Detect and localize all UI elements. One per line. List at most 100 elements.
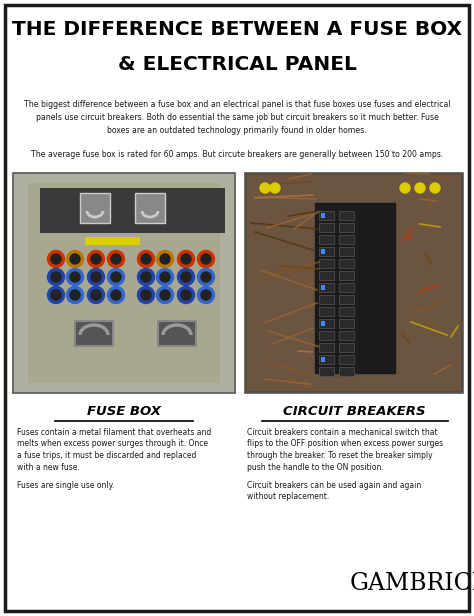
Text: The average fuse box is rated for 60 amps. But circute breakers are generally be: The average fuse box is rated for 60 amp… [31,150,443,159]
Bar [321,249,325,254]
Text: FUSE BOX: FUSE BOX [87,405,161,418]
Text: Fuses are single use only.: Fuses are single use only. [17,481,114,490]
Circle shape [181,290,191,300]
Circle shape [111,254,121,264]
Circle shape [201,290,211,300]
Bar [339,343,354,352]
Bar [339,259,354,268]
Bar [247,175,461,391]
Circle shape [160,290,170,300]
Circle shape [260,183,270,193]
Circle shape [91,254,101,264]
Bar [339,235,354,244]
Text: Circuit breakers can be used again and again: Circuit breakers can be used again and a… [247,481,421,490]
Circle shape [181,254,191,264]
Circle shape [108,286,125,304]
Bar [339,355,354,364]
Circle shape [400,183,410,193]
Bar [319,211,334,220]
Circle shape [70,290,80,300]
Bar [321,357,325,362]
Bar [319,283,334,292]
Bar [158,321,196,346]
Circle shape [51,254,61,264]
Bar [40,188,225,233]
Bar [319,247,334,256]
Text: through the breaker. To reset the breaker simply: through the breaker. To reset the breake… [247,451,433,460]
Circle shape [160,272,170,282]
Circle shape [137,269,155,285]
Bar [339,319,354,328]
Circle shape [88,269,104,285]
Text: melts when excess power surges through it. Once: melts when excess power surges through i… [17,439,208,448]
Circle shape [415,183,425,193]
Circle shape [430,183,440,193]
Circle shape [141,254,151,264]
Circle shape [88,286,104,304]
Bar [339,307,354,316]
Circle shape [108,269,125,285]
Circle shape [47,286,64,304]
Bar [319,355,334,364]
Bar [319,343,334,352]
Circle shape [156,251,173,267]
Bar [75,321,113,346]
Circle shape [198,286,215,304]
Text: & ELECTRICAL PANEL: & ELECTRICAL PANEL [118,55,356,74]
Circle shape [201,272,211,282]
Circle shape [201,254,211,264]
Circle shape [91,272,101,282]
Circle shape [47,269,64,285]
Circle shape [198,269,215,285]
Circle shape [111,290,121,300]
Circle shape [66,286,83,304]
Bar [319,223,334,232]
Bar [319,259,334,268]
Circle shape [177,286,194,304]
Bar [319,235,334,244]
Bar [339,247,354,256]
Bar [321,213,325,218]
Circle shape [108,251,125,267]
Bar [315,203,395,373]
Text: The biggest difference between a fuse box and an electrical panel is that fuse b: The biggest difference between a fuse bo… [24,100,450,109]
Text: THE DIFFERENCE BETWEEN A FUSE BOX: THE DIFFERENCE BETWEEN A FUSE BOX [12,20,462,39]
Circle shape [70,272,80,282]
Bar [339,295,354,304]
Text: CIRCUIT BREAKERS: CIRCUIT BREAKERS [283,405,425,418]
Circle shape [156,269,173,285]
Circle shape [137,251,155,267]
Bar [339,331,354,340]
Circle shape [177,251,194,267]
Circle shape [156,286,173,304]
Circle shape [177,269,194,285]
Circle shape [270,183,280,193]
Circle shape [70,254,80,264]
Bar [319,331,334,340]
Text: push the handle to the ON position.: push the handle to the ON position. [247,463,384,471]
Bar [319,271,334,280]
Bar [13,173,235,393]
Circle shape [198,251,215,267]
Circle shape [141,272,151,282]
Bar [339,271,354,280]
Circle shape [181,272,191,282]
Text: with a new fuse.: with a new fuse. [17,463,80,471]
Bar [339,211,354,220]
Circle shape [47,251,64,267]
Circle shape [51,290,61,300]
Text: GAMBRICK: GAMBRICK [350,572,474,595]
Text: panels use circuit breakers. Both do essential the same job but circuit breakers: panels use circuit breakers. Both do ess… [36,113,438,122]
Bar [339,223,354,232]
Bar [319,295,334,304]
Text: Fuses contain a metal filament that overheats and: Fuses contain a metal filament that over… [17,428,211,437]
Bar [319,307,334,316]
Circle shape [111,272,121,282]
Bar [321,321,325,326]
Bar [245,173,463,393]
Bar [319,319,334,328]
Bar [80,193,110,223]
Circle shape [91,290,101,300]
Bar [319,367,334,376]
Circle shape [66,269,83,285]
